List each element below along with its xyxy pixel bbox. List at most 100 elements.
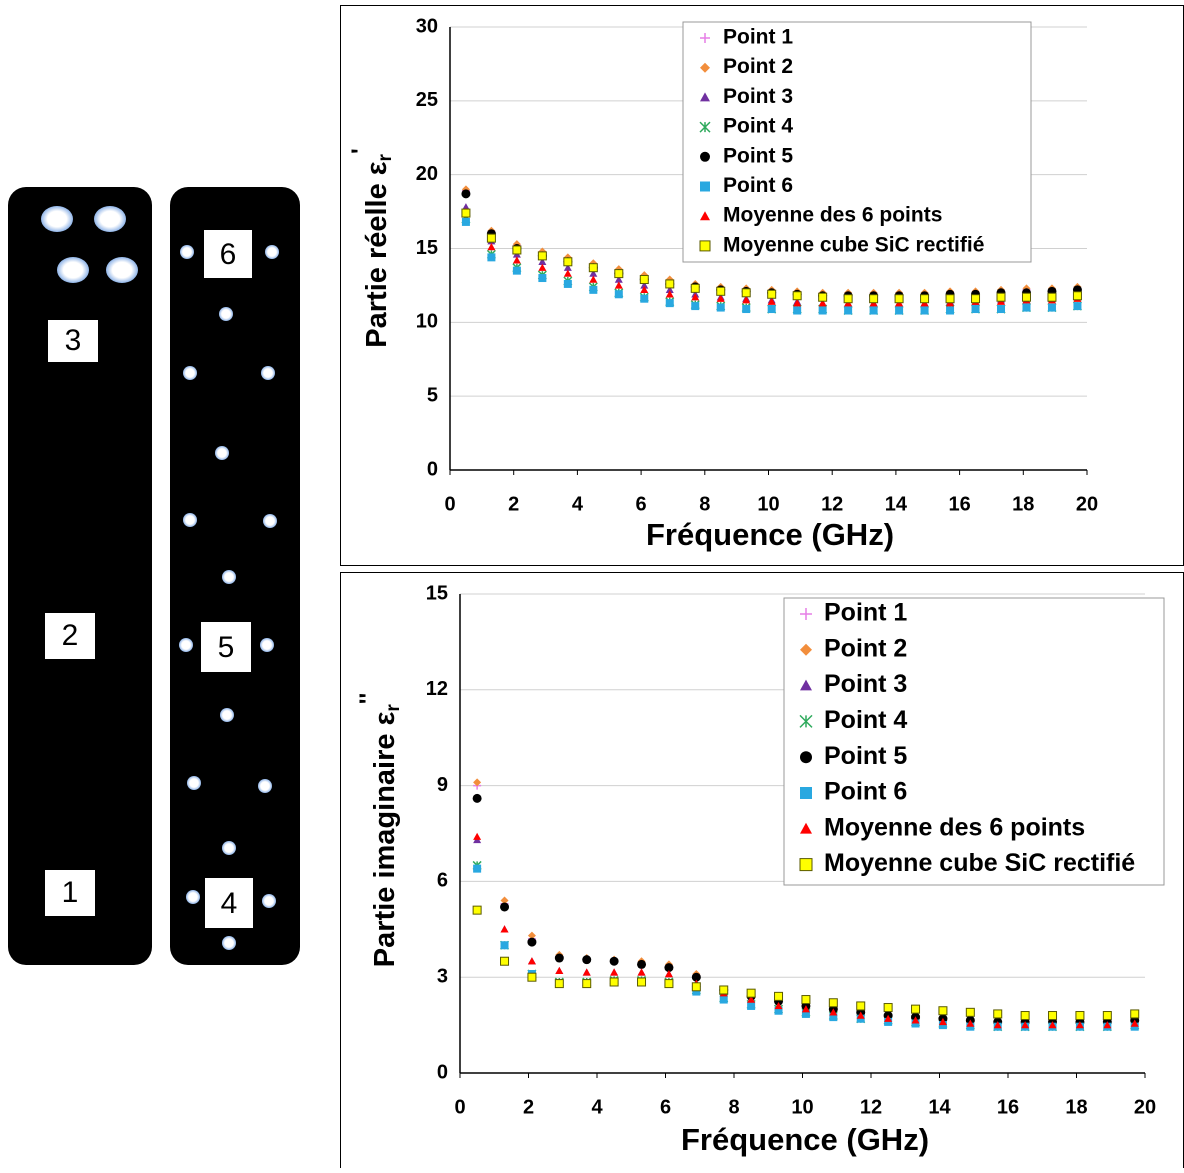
- point: [527, 957, 536, 965]
- point: [527, 931, 536, 940]
- point: [538, 274, 547, 283]
- point: [829, 1013, 838, 1022]
- y-axis-title: Partie réelle εr': [347, 148, 396, 347]
- legend-marker: [700, 92, 710, 102]
- point: [1073, 302, 1082, 311]
- x-tick-label: 18: [1065, 1096, 1087, 1118]
- point: [767, 305, 776, 314]
- point: [588, 263, 598, 273]
- point: [966, 1019, 975, 1027]
- x-axis-title: Fréquence (GHz): [646, 517, 894, 552]
- x-tick-label: 12: [821, 493, 843, 515]
- point: [946, 306, 955, 315]
- legend-marker: [700, 62, 710, 73]
- point: [774, 1001, 783, 1010]
- point: [473, 864, 482, 873]
- sample-label: 3: [65, 324, 82, 357]
- sample-label: 4: [221, 887, 238, 920]
- y-tick-label: 3: [437, 965, 448, 987]
- point: [639, 275, 649, 285]
- x-tick-label: 8: [728, 1096, 739, 1118]
- x-tick-label: 6: [636, 493, 647, 515]
- point: [691, 302, 700, 311]
- series: [472, 905, 1140, 1021]
- point: [472, 793, 482, 803]
- series: [461, 208, 1082, 304]
- point: [716, 303, 725, 312]
- point: [911, 1016, 920, 1024]
- point: [801, 1009, 810, 1018]
- x-tick-label: 10: [791, 1096, 813, 1118]
- legend-label: Point 5: [723, 144, 793, 167]
- legend-box: [682, 21, 1032, 263]
- point: [920, 294, 930, 304]
- point: [996, 292, 1006, 302]
- point: [1130, 1009, 1140, 1019]
- y-tick-label: 6: [437, 870, 448, 892]
- point: [563, 257, 573, 267]
- y-axis-title-main: Partie imaginaire ε: [369, 711, 401, 967]
- point: [1048, 1021, 1057, 1029]
- legend-marker: [700, 211, 710, 221]
- point: [1021, 1021, 1030, 1029]
- point: [473, 778, 482, 787]
- point: [911, 1004, 921, 1014]
- point: [461, 189, 471, 199]
- point: [792, 291, 802, 301]
- point: [793, 299, 802, 307]
- point: [527, 937, 537, 947]
- point: [500, 896, 509, 905]
- y-tick-label: 15: [426, 582, 448, 604]
- legend-marker: [800, 822, 812, 834]
- point: [1021, 292, 1031, 302]
- point: [844, 306, 853, 315]
- point: [945, 294, 955, 304]
- legend-marker: [800, 751, 812, 764]
- point: [938, 1006, 948, 1016]
- x-tick-label: 4: [591, 1096, 603, 1118]
- point: [690, 283, 700, 293]
- point: [1102, 1011, 1112, 1021]
- point: [473, 832, 482, 840]
- point: [818, 299, 827, 307]
- point: [856, 1001, 866, 1011]
- point: [1103, 1021, 1112, 1029]
- point: [1048, 1011, 1058, 1021]
- point: [582, 955, 592, 965]
- legend-label: Moyenne cube SiC rectifié: [723, 233, 984, 256]
- point: [486, 233, 496, 243]
- point: [614, 269, 624, 279]
- point: [747, 995, 756, 1003]
- point: [512, 256, 521, 264]
- point: [829, 1008, 838, 1016]
- point: [664, 979, 674, 989]
- legend-marker: [700, 33, 710, 43]
- point: [500, 925, 509, 933]
- legend-label: Point 6: [723, 174, 793, 197]
- sample-label: 2: [62, 619, 79, 652]
- point: [640, 281, 649, 289]
- point: [767, 297, 776, 305]
- point: [1075, 1011, 1085, 1021]
- point: [563, 279, 572, 288]
- point: [1072, 291, 1082, 301]
- y-axis-title-sup: ': [347, 148, 374, 154]
- legend-marker: [699, 240, 711, 252]
- legend-label: Point 4: [723, 115, 793, 138]
- x-tick-label: 14: [928, 1096, 951, 1118]
- legend-box: [783, 597, 1165, 886]
- point: [614, 290, 623, 299]
- point: [993, 1009, 1003, 1019]
- legend-label: Point 1: [824, 599, 907, 627]
- point: [537, 251, 547, 261]
- point: [746, 988, 756, 998]
- y-tick-label: 0: [427, 458, 438, 480]
- point: [828, 998, 838, 1008]
- point: [691, 293, 700, 301]
- point: [609, 977, 619, 987]
- legend-label: Point 5: [824, 742, 907, 770]
- y-tick-label: 9: [437, 774, 448, 796]
- point: [527, 972, 537, 982]
- point: [856, 1011, 865, 1019]
- point: [637, 968, 646, 976]
